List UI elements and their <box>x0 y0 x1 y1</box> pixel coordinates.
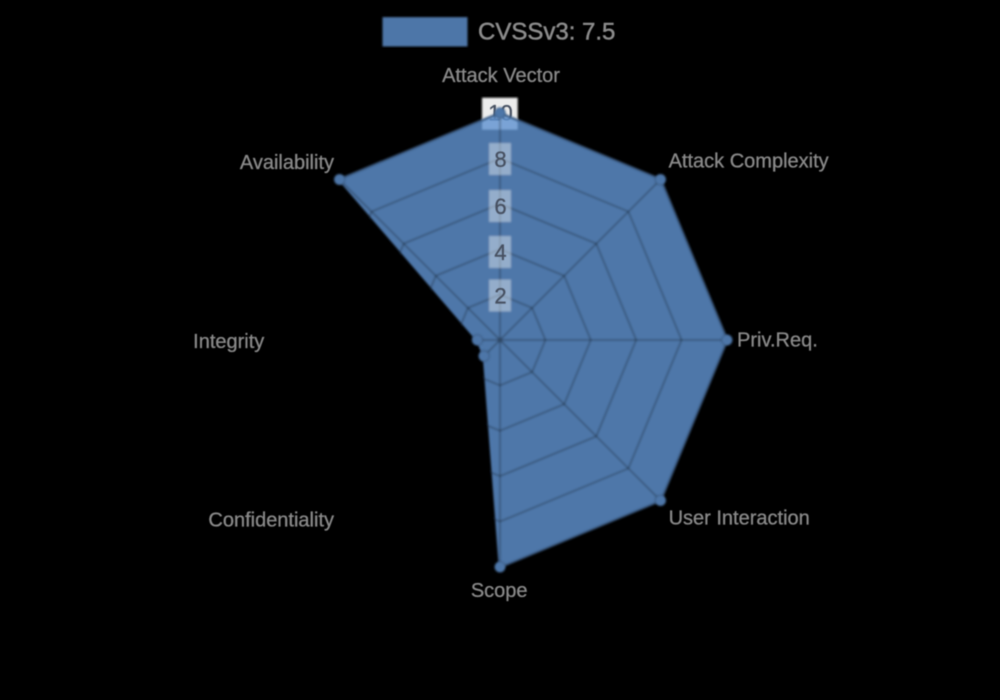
svg-text:Attack Complexity: Attack Complexity <box>669 151 829 173</box>
svg-text:Availability: Availability <box>240 152 334 174</box>
svg-text:CVSSv3: 7.5: CVSSv3: 7.5 <box>478 19 615 46</box>
svg-text:Integrity: Integrity <box>193 331 264 353</box>
svg-text:2: 2 <box>494 284 506 309</box>
svg-text:User Interaction: User Interaction <box>669 508 810 530</box>
svg-text:8: 8 <box>494 147 506 172</box>
svg-text:Scope: Scope <box>471 580 528 602</box>
svg-text:6: 6 <box>494 194 506 219</box>
svg-text:4: 4 <box>494 240 506 265</box>
svg-text:Confidentiality: Confidentiality <box>208 510 334 532</box>
svg-text:Priv.Req.: Priv.Req. <box>737 330 818 352</box>
svg-text:Attack Vector: Attack Vector <box>442 65 560 87</box>
